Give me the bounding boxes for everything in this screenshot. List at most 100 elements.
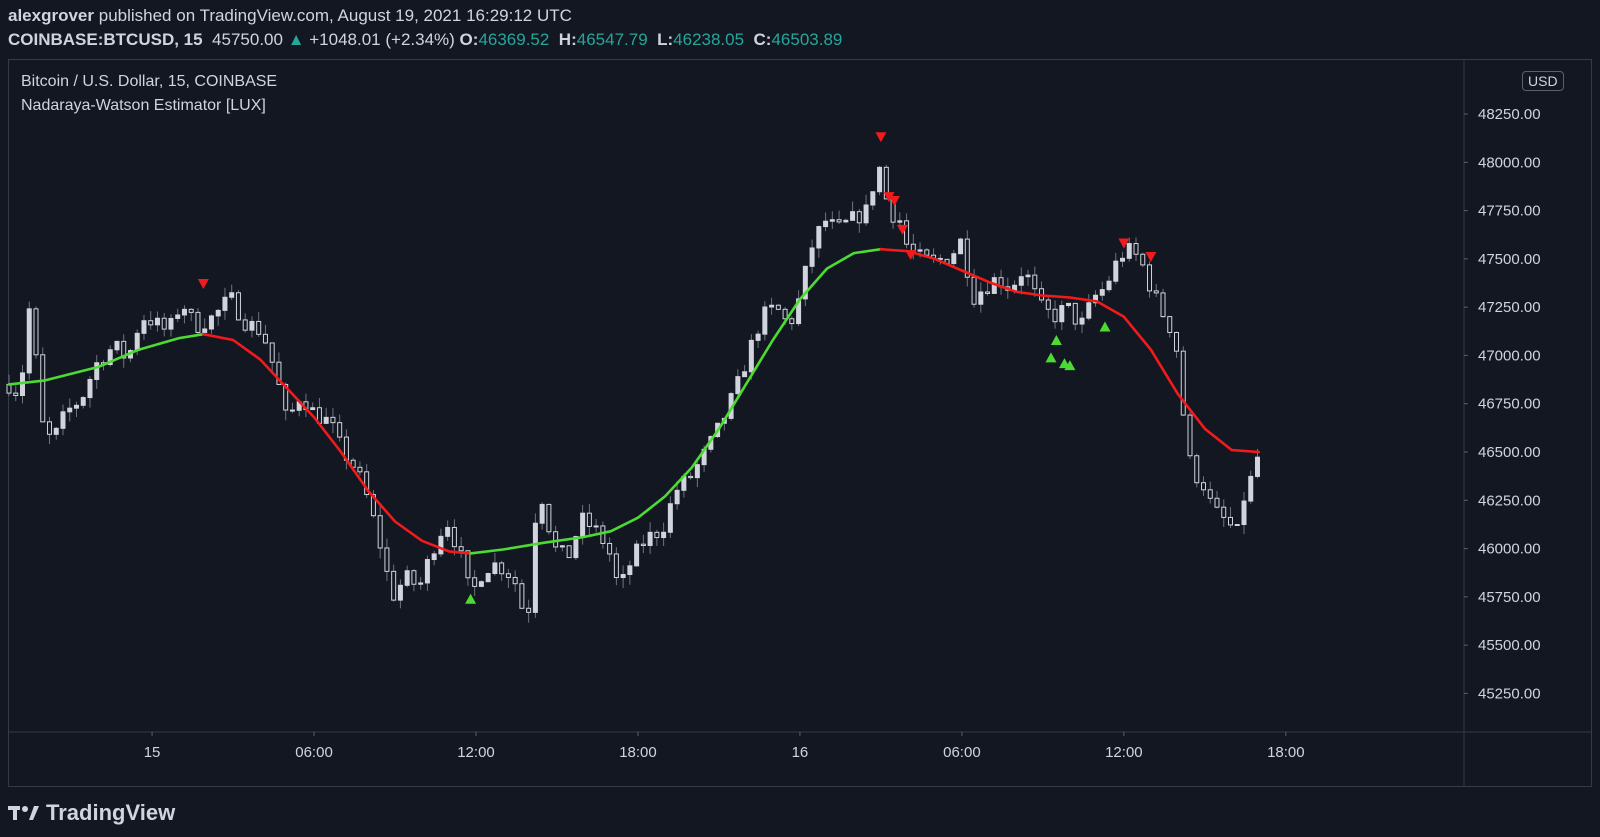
price-tick-label: 47250.00 — [1478, 299, 1541, 316]
candle — [465, 550, 471, 586]
time-axis[interactable]: 15 06:00 12:00 18:00 16 06:00 12:00 18:00 — [144, 732, 1305, 761]
price-tick-label: 46750.00 — [1478, 396, 1541, 413]
candle — [566, 545, 572, 559]
candle — [67, 398, 73, 422]
candle — [951, 250, 957, 266]
currency-badge[interactable]: USD — [1522, 71, 1564, 91]
estimator-line-bullish — [469, 247, 883, 555]
high-value: 46547.79 — [576, 30, 648, 49]
close-label: C: — [753, 30, 772, 49]
candle — [816, 225, 822, 258]
time-tick-label: 06:00 — [943, 744, 981, 761]
candle — [1045, 296, 1051, 319]
candle — [1180, 346, 1186, 417]
candle — [499, 560, 505, 581]
candle — [87, 376, 93, 408]
candle — [114, 340, 120, 354]
candle — [445, 520, 451, 541]
candle — [735, 369, 741, 396]
candle — [1160, 288, 1166, 318]
candle — [964, 230, 970, 287]
time-tick-label: 12:00 — [457, 744, 495, 761]
chart-frame — [8, 59, 1592, 787]
candle — [13, 385, 19, 402]
sell-signal-icon — [1118, 238, 1130, 249]
candle — [148, 311, 154, 330]
candle — [627, 560, 633, 585]
candle — [1254, 448, 1260, 479]
candle — [755, 330, 761, 348]
price-tick-label: 48000.00 — [1478, 154, 1541, 171]
candle — [654, 529, 660, 547]
candle — [235, 290, 241, 321]
candle — [674, 481, 680, 510]
candle — [1194, 453, 1200, 488]
candle — [188, 308, 194, 322]
price-tick-label: 48250.00 — [1478, 106, 1541, 123]
candle — [262, 324, 268, 345]
candle — [1133, 237, 1139, 262]
sell-signal-icon — [875, 132, 887, 143]
candle — [289, 402, 295, 414]
candle — [1099, 281, 1105, 301]
price-axis[interactable]: 45250.00 45500.00 45750.00 46000.00 46250.00… — [1464, 106, 1541, 702]
candle — [546, 503, 552, 535]
indicator-legend[interactable]: Nadaraya-Watson Estimator [LUX] — [21, 97, 266, 114]
published-text: published on TradingView.com, August 19,… — [98, 6, 572, 25]
candle — [998, 269, 1004, 295]
candle — [769, 297, 775, 315]
signal-markers-layer — [197, 132, 1157, 604]
candle — [573, 535, 579, 561]
chart-legend-title[interactable]: Bitcoin / U.S. Dollar, 15, COINBASE — [21, 73, 278, 90]
candle — [613, 547, 619, 586]
candle — [809, 239, 815, 274]
candle — [256, 312, 262, 337]
candle — [175, 308, 181, 323]
last-price: 45750.00 — [212, 30, 283, 49]
candle — [607, 537, 613, 562]
candle — [431, 550, 437, 566]
tradingview-logo[interactable]: TradingView — [8, 800, 175, 826]
candle — [391, 564, 397, 602]
tradingview-logo-icon — [8, 806, 39, 820]
candle — [829, 211, 835, 229]
price-tick-label: 46250.00 — [1478, 492, 1541, 509]
candle — [856, 208, 862, 233]
estimator-line-bearish — [202, 332, 472, 555]
price-tick-label: 46000.00 — [1478, 541, 1541, 558]
candle — [310, 402, 316, 411]
price-tick-label: 47750.00 — [1478, 203, 1541, 220]
candle — [80, 395, 86, 409]
candle — [337, 414, 343, 442]
candle — [931, 248, 937, 264]
candle — [526, 599, 532, 623]
candle — [512, 570, 518, 592]
sell-signal-icon — [883, 192, 895, 203]
candle — [127, 348, 133, 363]
time-tick-label: 15 — [144, 744, 161, 761]
candle — [364, 464, 370, 499]
candle — [1214, 491, 1220, 509]
candle — [661, 522, 667, 547]
candle — [26, 301, 32, 380]
candle — [60, 404, 66, 436]
price-tick-label: 45500.00 — [1478, 637, 1541, 654]
sell-signal-icon — [888, 195, 900, 206]
candle — [242, 313, 248, 333]
candle — [1227, 507, 1233, 529]
price-change: +1048.01 (+2.34%) — [309, 30, 455, 49]
candle — [1147, 261, 1153, 298]
candle — [519, 579, 525, 609]
candle — [1201, 476, 1207, 496]
author-name[interactable]: alexgrover — [8, 6, 94, 25]
candle — [202, 318, 208, 335]
sell-signal-icon — [1145, 251, 1157, 262]
candle — [1086, 294, 1092, 321]
candle — [485, 572, 491, 583]
candle — [586, 504, 592, 537]
candle — [458, 536, 464, 558]
candle — [269, 342, 275, 372]
candle — [694, 462, 700, 488]
candle — [634, 540, 640, 567]
